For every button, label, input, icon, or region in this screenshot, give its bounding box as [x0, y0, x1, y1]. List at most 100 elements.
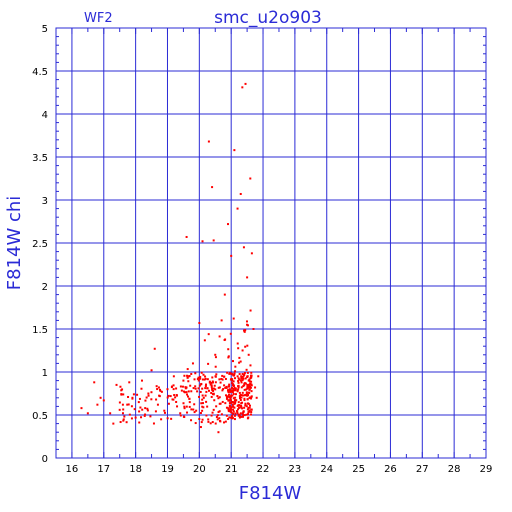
- data-point: [243, 397, 246, 400]
- data-point: [198, 395, 201, 398]
- data-point: [255, 396, 258, 399]
- data-point: [119, 421, 122, 424]
- data-point: [228, 383, 231, 386]
- data-point: [212, 408, 215, 411]
- data-point: [239, 398, 242, 401]
- data-point: [175, 387, 178, 390]
- data-point: [121, 412, 124, 415]
- data-point: [93, 381, 96, 384]
- data-point: [218, 402, 221, 405]
- data-point: [235, 410, 238, 413]
- data-point: [232, 393, 235, 396]
- data-point: [141, 379, 143, 382]
- data-point: [190, 372, 193, 375]
- data-point: [140, 387, 143, 390]
- y-axis-label: F814W chi: [4, 196, 25, 291]
- data-point: [237, 380, 240, 383]
- data-point: [141, 408, 144, 411]
- data-point: [225, 397, 228, 400]
- data-point: [230, 414, 233, 417]
- grid-lines: [56, 28, 486, 458]
- x-tick-label: 25: [352, 464, 365, 475]
- data-point: [243, 371, 246, 374]
- data-point: [223, 375, 226, 378]
- data-point: [237, 414, 240, 417]
- data-point: [231, 403, 234, 406]
- data-point: [203, 339, 206, 342]
- data-point: [230, 394, 233, 397]
- data-point: [159, 389, 162, 392]
- data-point: [242, 246, 245, 249]
- data-point: [213, 399, 216, 402]
- data-point: [190, 419, 193, 422]
- data-point: [138, 410, 141, 413]
- data-point: [188, 397, 191, 400]
- data-point: [200, 402, 203, 405]
- data-point: [202, 406, 205, 409]
- data-point: [155, 398, 158, 401]
- data-point: [123, 415, 126, 418]
- data-point: [233, 414, 236, 417]
- data-point: [186, 393, 189, 396]
- data-point: [211, 186, 214, 189]
- data-point: [187, 380, 190, 383]
- data-point: [206, 378, 209, 381]
- data-point: [102, 399, 105, 402]
- data-point: [250, 395, 253, 398]
- data-point: [239, 192, 242, 195]
- data-point: [221, 374, 224, 377]
- data-point: [230, 386, 233, 389]
- data-point: [240, 415, 243, 418]
- data-point: [154, 410, 157, 413]
- data-point: [257, 375, 260, 378]
- data-point: [245, 320, 248, 323]
- data-point: [243, 330, 246, 333]
- y-tick-label: 5: [42, 24, 48, 35]
- data-point: [244, 345, 247, 348]
- data-point: [194, 387, 197, 390]
- data-point: [250, 376, 253, 379]
- data-point: [166, 396, 169, 399]
- data-point: [216, 395, 219, 398]
- data-point: [237, 384, 240, 387]
- data-point: [249, 380, 252, 383]
- data-point: [202, 373, 205, 376]
- data-point: [220, 319, 223, 322]
- data-point: [163, 409, 166, 412]
- data-point: [238, 373, 241, 376]
- data-point: [247, 411, 250, 414]
- data-point: [234, 365, 237, 368]
- data-point: [150, 369, 153, 372]
- data-point: [194, 422, 197, 425]
- data-point: [176, 405, 179, 408]
- data-point: [211, 387, 214, 390]
- data-point: [207, 420, 210, 423]
- data-point: [157, 386, 160, 389]
- data-point: [225, 406, 228, 409]
- data-point: [238, 404, 241, 407]
- data-point: [204, 385, 207, 388]
- data-point: [218, 417, 221, 420]
- data-point: [214, 381, 217, 384]
- data-point: [243, 382, 246, 385]
- data-point: [247, 416, 250, 419]
- data-point: [194, 372, 197, 375]
- data-point: [122, 418, 125, 421]
- data-point: [229, 416, 232, 419]
- data-point: [240, 402, 243, 405]
- data-point: [138, 397, 141, 400]
- data-point: [172, 375, 175, 378]
- data-point: [198, 418, 201, 421]
- data-point: [146, 409, 149, 412]
- data-point: [240, 404, 243, 407]
- data-point: [109, 412, 112, 415]
- data-point: [246, 387, 249, 390]
- data-point: [197, 379, 200, 382]
- data-point: [244, 404, 247, 407]
- data-point: [238, 416, 241, 419]
- data-point: [216, 414, 219, 417]
- data-point: [218, 386, 221, 389]
- data-point: [228, 395, 231, 398]
- data-point: [211, 381, 214, 384]
- data-point: [248, 406, 251, 409]
